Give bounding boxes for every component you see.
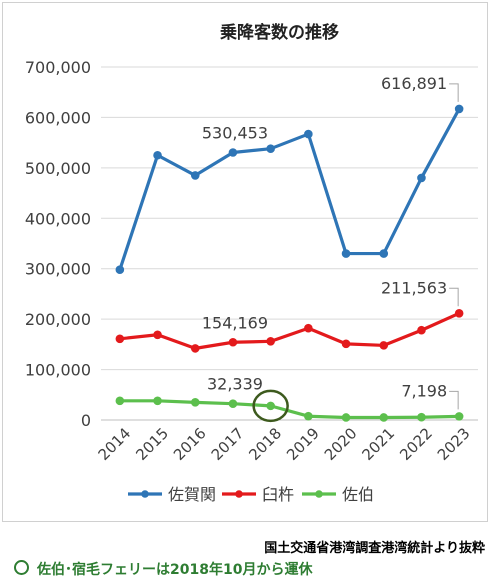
legend-swatch-marker: [141, 490, 149, 498]
data-point: [417, 173, 426, 183]
service-note-text: 佐伯･宿毛フェリーは2018年10月から運休: [37, 562, 313, 578]
x-tick-label: 2018: [245, 424, 285, 464]
legend-swatch-marker: [235, 490, 243, 498]
y-tick-label: 100,000: [25, 361, 91, 380]
series-line: [119, 399, 460, 420]
x-tick-label: 2021: [359, 424, 399, 464]
data-point: [341, 339, 351, 349]
y-tick-label: 0: [81, 411, 91, 430]
circle-icon: [14, 560, 29, 575]
data-label: 32,339: [207, 375, 263, 394]
legend-swatch-marker: [315, 490, 323, 498]
y-tick-label: 700,000: [25, 58, 91, 77]
data-point: [454, 309, 464, 318]
data-point: [304, 323, 313, 333]
data-point: [115, 334, 125, 344]
data-point: [304, 129, 313, 139]
data-point: [379, 341, 389, 350]
data-point: [190, 171, 200, 180]
data-point: [266, 144, 275, 153]
legend-label: 臼杵: [262, 485, 294, 504]
data-point: [417, 412, 426, 422]
data-point: [379, 249, 389, 258]
x-tick-label: 2017: [208, 424, 248, 464]
data-label: 154,169: [202, 313, 268, 332]
data-point: [341, 249, 351, 258]
service-note: 佐伯･宿毛フェリーは2018年10月から運休: [14, 559, 312, 579]
data-point: [417, 325, 426, 335]
y-tick-label: 200,000: [25, 310, 91, 329]
data-point: [115, 396, 125, 406]
x-tick-label: 2020: [321, 424, 361, 464]
data-point: [379, 413, 389, 422]
chart-title: 乗降客数の推移: [219, 22, 339, 43]
data-point: [190, 344, 200, 353]
line-chart: 乗降客数の推移 0 100,000 200,000 300,000 400,000 500,…: [25, 22, 478, 504]
data-point: [228, 337, 238, 347]
data-point: [266, 401, 275, 411]
chart-frame: [2, 2, 488, 522]
series-line: [119, 311, 460, 350]
data-point: [266, 337, 275, 346]
data-label: 616,891: [381, 74, 447, 93]
x-tick-label: 2016: [170, 424, 210, 464]
data-point: [341, 413, 351, 422]
data-point: [190, 398, 200, 407]
data-point: [454, 104, 464, 114]
data-point: [153, 396, 162, 406]
data-point: [115, 265, 125, 275]
source-note: 国土交通省港湾調査港湾統計より抜粋: [264, 541, 485, 556]
data-label: 530,453: [202, 124, 268, 143]
y-tick-label: 500,000: [25, 159, 91, 178]
legend-label: 佐伯: [342, 485, 374, 504]
data-point: [153, 150, 162, 160]
x-tick-label: 2015: [132, 424, 172, 464]
data-point: [153, 330, 162, 340]
data-point: [228, 399, 238, 408]
annotation-leader: [449, 83, 459, 102]
series-line: [118, 108, 461, 271]
highlight-circle: [252, 389, 289, 423]
x-tick-label: 2014: [95, 424, 135, 464]
x-tick-label: 2023: [434, 424, 474, 464]
y-tick-label: 600,000: [25, 108, 91, 127]
y-tick-label: 300,000: [25, 260, 91, 279]
data-label: 211,563: [381, 278, 447, 297]
x-tick-label: 2022: [396, 424, 436, 464]
data-point: [304, 411, 313, 421]
annotation-leader: [449, 287, 459, 307]
x-tick-label: 2019: [283, 424, 323, 464]
y-tick-label: 400,000: [25, 209, 91, 228]
legend-label: 佐賀関: [168, 485, 216, 504]
annotation-leader: [449, 390, 459, 410]
data-point: [454, 412, 464, 421]
data-label: 7,198: [401, 381, 447, 400]
data-point: [228, 148, 238, 157]
